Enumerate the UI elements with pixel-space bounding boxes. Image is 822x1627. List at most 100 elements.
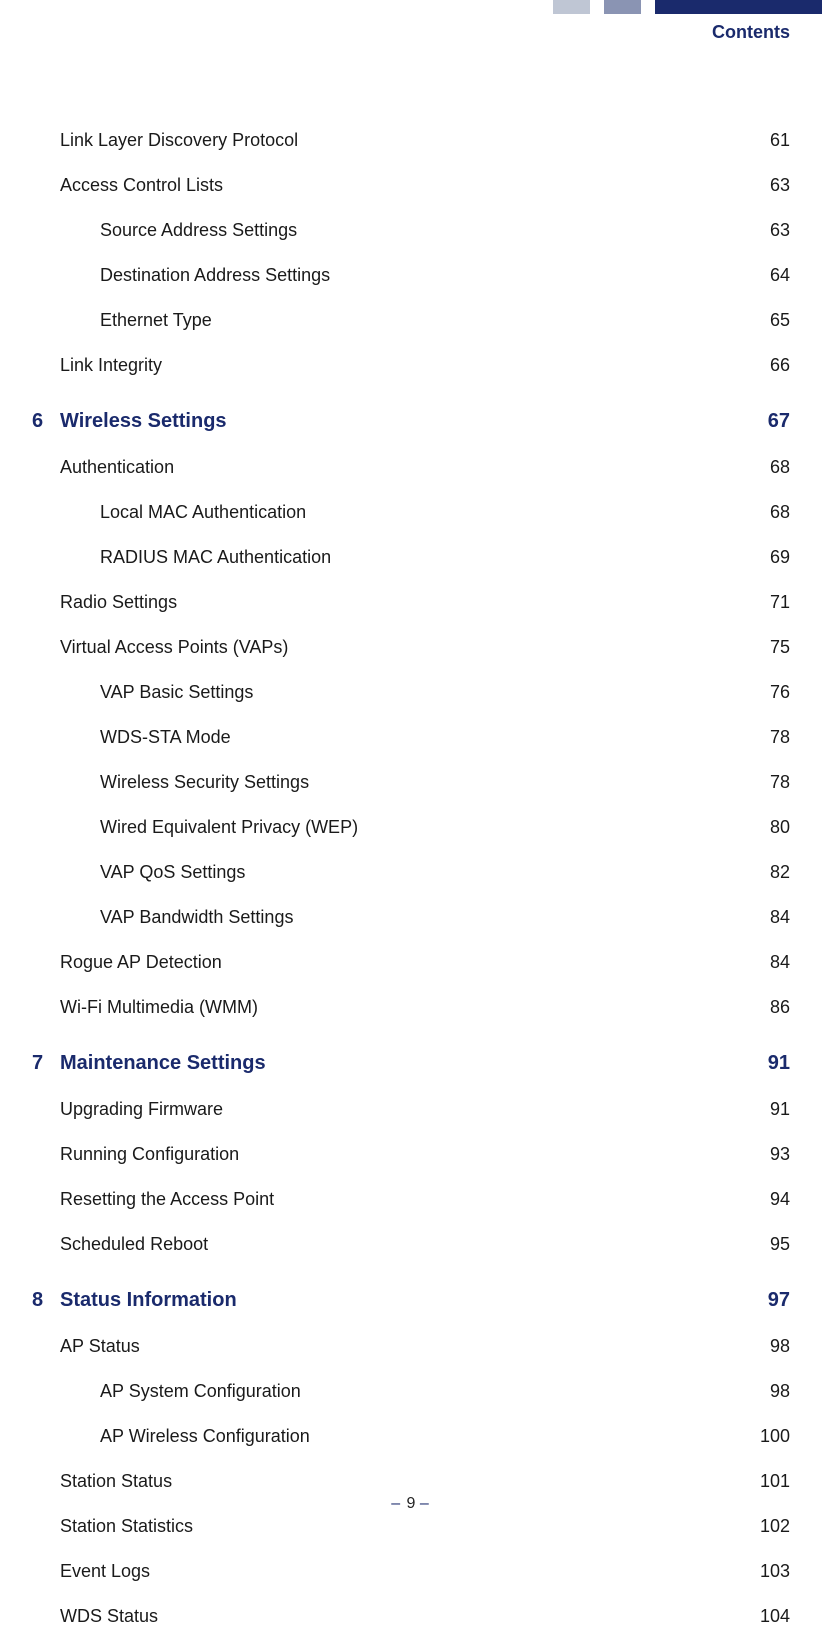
toc-entry-row[interactable]: Wireless Security Settings78 — [100, 772, 790, 793]
toc-entry-row[interactable]: Access Control Lists63 — [60, 175, 790, 196]
toc-entry-row[interactable]: RADIUS MAC Authentication69 — [100, 547, 790, 568]
toc-entry-page: 102 — [740, 1516, 790, 1537]
toc-entry-row[interactable]: Link Integrity66 — [60, 355, 790, 376]
toc-entry-title: Station Statistics — [60, 1516, 740, 1537]
toc-entry-title: Maintenance Settings — [60, 1052, 740, 1075]
toc-entry-title: WDS-STA Mode — [100, 727, 740, 748]
toc-entry-title: Wireless Settings — [60, 410, 740, 433]
toc-entry-row[interactable]: Running Configuration93 — [60, 1144, 790, 1165]
toc-entry-row[interactable]: AP System Configuration98 — [100, 1381, 790, 1402]
toc-entry-title: Authentication — [60, 457, 740, 478]
toc-entry-page: 71 — [740, 592, 790, 613]
toc-chapter-row[interactable]: 6Wireless Settings67 — [32, 410, 790, 433]
toc-chapter-row[interactable]: 7Maintenance Settings91 — [32, 1052, 790, 1075]
toc-entry-page: 68 — [740, 457, 790, 478]
toc-entry-page: 82 — [740, 862, 790, 883]
toc-entry-row[interactable]: Ethernet Type65 — [100, 310, 790, 331]
topbar-segment — [592, 0, 604, 14]
toc-entry-row[interactable]: Event Logs103 — [60, 1561, 790, 1582]
toc-entry-row[interactable]: WDS Status104 — [60, 1606, 790, 1627]
topbar-segment — [553, 0, 590, 14]
toc-entry-page: 91 — [740, 1099, 790, 1120]
toc-entry-title: Ethernet Type — [100, 310, 740, 331]
toc-entry-row[interactable]: Virtual Access Points (VAPs)75 — [60, 637, 790, 658]
toc-entry-title: Scheduled Reboot — [60, 1234, 740, 1255]
toc-entry-page: 98 — [740, 1336, 790, 1357]
toc-entry-title: Access Control Lists — [60, 175, 740, 196]
toc-chapter-row[interactable]: 8Status Information97 — [32, 1289, 790, 1312]
toc-chapter-number: 6 — [32, 410, 60, 433]
toc-entry-page: 98 — [740, 1381, 790, 1402]
toc-entry-title: Running Configuration — [60, 1144, 740, 1165]
toc-entry-row[interactable]: Resetting the Access Point94 — [60, 1189, 790, 1210]
toc-entry-title: Wired Equivalent Privacy (WEP) — [100, 817, 740, 838]
toc-entry-title: Radio Settings — [60, 592, 740, 613]
toc-entry-title: RADIUS MAC Authentication — [100, 547, 740, 568]
toc-entry-page: 95 — [740, 1234, 790, 1255]
toc-entry-row[interactable]: Source Address Settings63 — [100, 220, 790, 241]
toc-entry-title: Wi-Fi Multimedia (WMM) — [60, 997, 740, 1018]
toc-entry-page: 63 — [740, 220, 790, 241]
toc-chapter-number: 8 — [32, 1289, 60, 1312]
toc-entry-page: 61 — [740, 130, 790, 151]
toc-entry-title: Resetting the Access Point — [60, 1189, 740, 1210]
toc-entry-page: 101 — [740, 1471, 790, 1492]
toc-entry-page: 66 — [740, 355, 790, 376]
toc-entry-page: 68 — [740, 502, 790, 523]
toc-entry-page: 80 — [740, 817, 790, 838]
toc-entry-page: 75 — [740, 637, 790, 658]
toc-entry-row[interactable]: AP Wireless Configuration100 — [100, 1426, 790, 1447]
toc-entry-row[interactable]: Destination Address Settings64 — [100, 265, 790, 286]
toc-entry-title: Status Information — [60, 1289, 740, 1312]
toc-entry-row[interactable]: Authentication68 — [60, 457, 790, 478]
toc-entry-row[interactable]: Wired Equivalent Privacy (WEP)80 — [100, 817, 790, 838]
toc-entry-row[interactable]: VAP Bandwidth Settings84 — [100, 907, 790, 928]
toc-entry-row[interactable]: Wi-Fi Multimedia (WMM)86 — [60, 997, 790, 1018]
toc-entry-row[interactable]: WDS-STA Mode78 — [100, 727, 790, 748]
toc-entry-page: 78 — [740, 727, 790, 748]
toc-entry-page: 78 — [740, 772, 790, 793]
toc-chapter-number: 7 — [32, 1052, 60, 1075]
footer-dash-left: – — [391, 1495, 402, 1512]
toc-entry-page: 76 — [740, 682, 790, 703]
toc-entry-title: WDS Status — [60, 1606, 740, 1627]
topbar-segment — [655, 0, 822, 14]
toc-entry-page: 104 — [740, 1606, 790, 1627]
toc-entry-page: 100 — [740, 1426, 790, 1447]
toc-entry-title: VAP Bandwidth Settings — [100, 907, 740, 928]
toc-entry-title: Local MAC Authentication — [100, 502, 740, 523]
toc-entry-title: Wireless Security Settings — [100, 772, 740, 793]
toc-entry-page: 84 — [740, 952, 790, 973]
toc-entry-page: 97 — [740, 1289, 790, 1312]
toc-entry-title: Link Integrity — [60, 355, 740, 376]
toc-entry-row[interactable]: Link Layer Discovery Protocol61 — [60, 130, 790, 151]
toc-entry-row[interactable]: Upgrading Firmware91 — [60, 1099, 790, 1120]
toc-entry-title: VAP Basic Settings — [100, 682, 740, 703]
toc-entry-row[interactable]: Radio Settings71 — [60, 592, 790, 613]
toc-entry-title: AP Status — [60, 1336, 740, 1357]
toc-entry-title: AP Wireless Configuration — [100, 1426, 740, 1447]
header-contents-label: Contents — [712, 22, 790, 43]
toc-entry-row[interactable]: AP Status98 — [60, 1336, 790, 1357]
toc-entry-page: 93 — [740, 1144, 790, 1165]
toc-entry-row[interactable]: Station Status101 — [60, 1471, 790, 1492]
toc-entry-title: Link Layer Discovery Protocol — [60, 130, 740, 151]
toc-entry-page: 94 — [740, 1189, 790, 1210]
footer-dash-right: – — [420, 1495, 431, 1512]
topbar-segment — [604, 0, 641, 14]
top-bar — [0, 0, 822, 14]
toc-entry-row[interactable]: VAP Basic Settings76 — [100, 682, 790, 703]
toc-entry-page: 91 — [740, 1052, 790, 1075]
toc-entry-row[interactable]: Scheduled Reboot95 — [60, 1234, 790, 1255]
footer-page-number: 9 — [407, 1495, 416, 1512]
toc-entry-row[interactable]: Station Statistics102 — [60, 1516, 790, 1537]
toc-entry-page: 84 — [740, 907, 790, 928]
page: Contents Link Layer Discovery Protocol61… — [0, 0, 822, 1535]
toc-entry-page: 69 — [740, 547, 790, 568]
toc-entry-row[interactable]: VAP QoS Settings82 — [100, 862, 790, 883]
toc-entry-row[interactable]: Rogue AP Detection84 — [60, 952, 790, 973]
page-footer: – 9 – — [0, 1495, 822, 1513]
toc-entry-title: Event Logs — [60, 1561, 740, 1582]
toc-entry-row[interactable]: Local MAC Authentication68 — [100, 502, 790, 523]
table-of-contents: Link Layer Discovery Protocol61 Access Co… — [32, 130, 790, 1627]
